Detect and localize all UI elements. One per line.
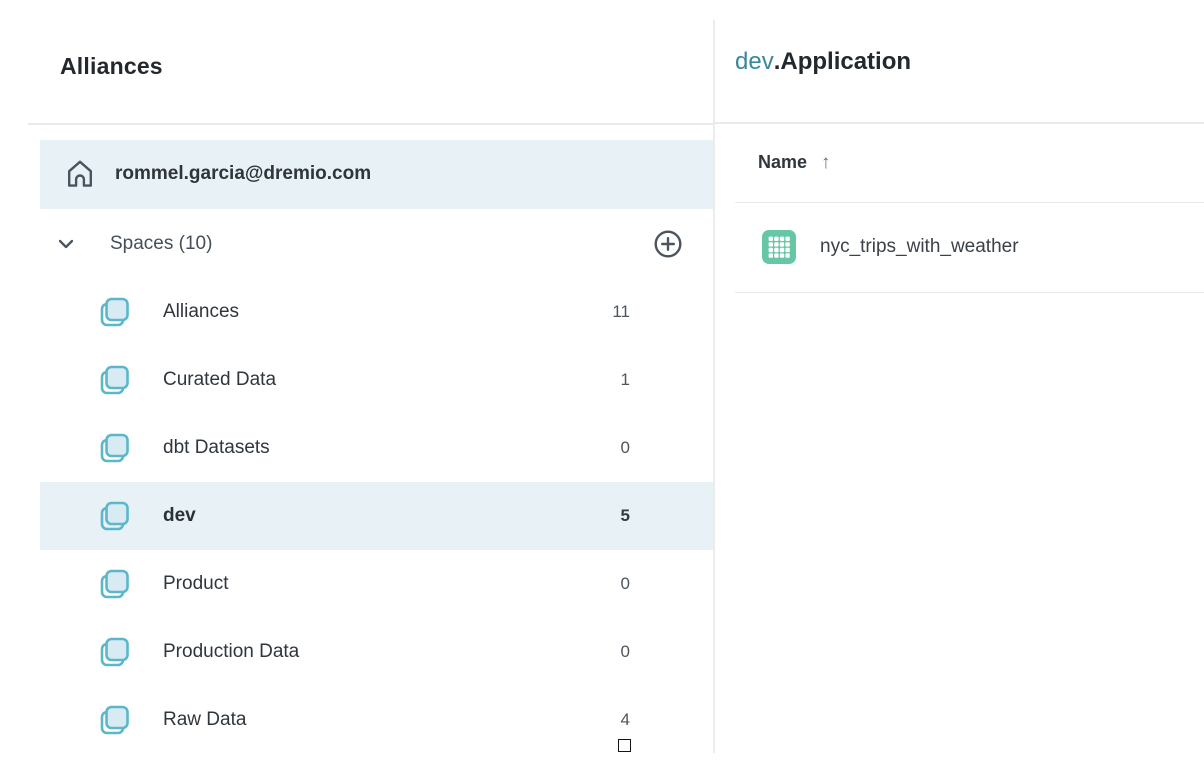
space-item-count: 0 (620, 437, 630, 457)
space-item-label: Production Data (163, 640, 300, 662)
space-list-item[interactable]: dev 5 (40, 481, 713, 550)
breadcrumb-entity: Application (780, 48, 912, 75)
left-panel-header-divider (28, 123, 713, 125)
space-item-label: Product (163, 572, 229, 594)
panel-divider (713, 20, 715, 753)
space-icon (95, 633, 133, 671)
dataset-list-item[interactable]: nyc_trips_with_weather (713, 203, 1204, 292)
space-icon (95, 497, 133, 535)
spaces-list: Alliances 11 Curated Data 1 dbt Datasets… (0, 278, 713, 754)
space-list-item[interactable]: Product 0 (40, 550, 713, 618)
space-contents-panel: dev.Application Name ↑ nyc_trips_with_we… (713, 0, 1204, 770)
table-header-divider (735, 201, 1204, 203)
space-item-label: Raw Data (163, 708, 247, 730)
space-list-item[interactable]: Production Data 0 (40, 618, 713, 686)
space-icon (95, 565, 133, 603)
space-icon (95, 429, 133, 467)
space-icon (95, 293, 133, 331)
space-item-label: dev (163, 504, 196, 526)
table-row-divider (735, 291, 1204, 293)
spaces-sidebar-panel: Alliances rommel.garcia@dremio.com Space… (0, 53, 713, 754)
breadcrumb-separator: . (773, 48, 781, 75)
space-icon (95, 361, 133, 399)
chevron-down-icon[interactable] (55, 233, 77, 255)
table-icon (762, 230, 796, 264)
home-space-item[interactable]: rommel.garcia@dremio.com (40, 139, 713, 209)
table-column-header-name[interactable]: Name ↑ (713, 124, 1204, 202)
spaces-section-label: Spaces (10) (110, 232, 213, 254)
space-list-item[interactable]: Raw Data 4 (40, 686, 713, 754)
column-header-label: Name (758, 152, 808, 172)
space-item-label: Alliances (163, 300, 240, 322)
space-item-count: 1 (620, 369, 630, 389)
right-panel-header-divider (713, 122, 1204, 124)
space-item-count: 5 (620, 505, 630, 525)
space-list-item[interactable]: Alliances 11 (40, 278, 713, 346)
home-space-label: rommel.garcia@dremio.com (115, 163, 372, 184)
space-list-item[interactable]: Curated Data 1 (40, 346, 713, 414)
plus-circle-icon (653, 229, 683, 259)
space-item-count: 0 (620, 573, 630, 593)
space-item-count: 0 (620, 641, 630, 661)
sort-ascending-icon[interactable]: ↑ (821, 151, 831, 173)
add-space-button[interactable] (653, 229, 683, 259)
breadcrumb-space-link[interactable]: dev (735, 48, 774, 75)
breadcrumb: dev.Application (713, 0, 1204, 78)
space-icon (95, 701, 133, 739)
dataset-name: nyc_trips_with_weather (820, 236, 1019, 257)
space-list-item[interactable]: dbt Datasets 0 (40, 414, 713, 482)
space-item-count: 11 (612, 301, 630, 321)
left-panel-title: Alliances (60, 53, 163, 79)
unknown-glyph-box (618, 739, 631, 752)
dataset-rows: nyc_trips_with_weather (713, 203, 1204, 293)
home-icon (63, 157, 97, 191)
space-item-label: dbt Datasets (163, 436, 270, 458)
space-item-count: 4 (620, 709, 630, 729)
space-item-label: Curated Data (163, 368, 277, 390)
spaces-section-header[interactable]: Spaces (10) (40, 217, 713, 271)
